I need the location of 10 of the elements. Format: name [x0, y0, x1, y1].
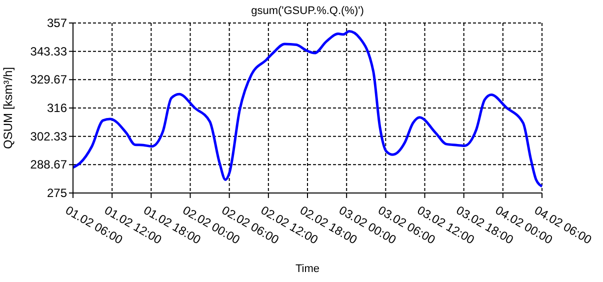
chart-title: gsum('GSUP.%.Q.(%)') — [251, 5, 364, 17]
y-tick-label: 343.33 — [30, 44, 68, 58]
y-tick-label: 288.67 — [30, 158, 68, 172]
y-tick-label: 357 — [46, 16, 68, 30]
y-axis-title: QSUM [ksm³/h] — [1, 66, 15, 150]
y-tick-label: 316 — [46, 101, 68, 115]
y-tick-label: 329.67 — [30, 72, 68, 87]
y-tick-label: 302.33 — [30, 129, 68, 144]
x-axis-title: Time — [295, 263, 320, 275]
y-tick-label: 275 — [46, 186, 68, 200]
